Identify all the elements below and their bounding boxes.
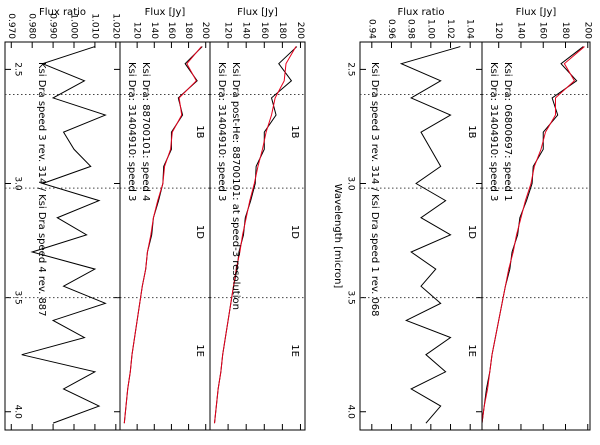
legend-entry: Ksi Dra: 88700101: speed 4	[140, 62, 151, 201]
y-tick-label: 0.970	[6, 13, 16, 39]
y-axis-label: Flux ratio	[39, 7, 86, 18]
legend-entry: Ksi Dra post-He: 88700101: at speed-3 re…	[230, 62, 241, 310]
band-label: 1E	[194, 344, 205, 357]
y-tick-label: 120	[132, 22, 142, 39]
band-label: 1D	[466, 225, 477, 239]
band-label: 1E	[466, 344, 477, 357]
x-tick-label: 4.0	[13, 405, 23, 420]
legend-entry: Ksi Dra: 31404910: speed 3	[126, 62, 137, 201]
y-tick-label: 180	[183, 22, 193, 39]
y-tick-label: 1.010	[89, 13, 99, 39]
y-tick-label: 1.04	[465, 19, 475, 39]
y-tick-label: 0.990	[48, 13, 58, 39]
band-label: 1B	[194, 125, 205, 138]
y-tick-label: 0.980	[27, 13, 37, 39]
band-label: 1B	[466, 125, 477, 138]
y-tick-label: 160	[259, 22, 269, 39]
y-tick-label: 200	[200, 22, 210, 39]
y-tick-label: 140	[515, 22, 525, 39]
y-tick-label: 200	[582, 22, 592, 39]
legend-entry: Ksi Dra: 31404910: speed 3	[488, 62, 499, 201]
band-label: 1D	[289, 225, 300, 239]
y-tick-label: 200	[295, 22, 305, 39]
y-tick-label: 1.00	[425, 19, 435, 39]
y-tick-label: 0.94	[366, 19, 376, 39]
y-tick-label: 0.98	[406, 19, 416, 39]
y-axis-label: Flux [Jy]	[145, 7, 186, 18]
x-tick-label: 2.5	[13, 62, 23, 76]
band-label: 1B	[289, 125, 300, 138]
band-label: 1E	[289, 344, 300, 357]
y-axis-label: Flux [Jy]	[516, 7, 557, 18]
x-axis-label: Wavelength [micron]	[332, 184, 343, 289]
y-tick-label: 1.020	[110, 13, 120, 39]
spectrum-line	[214, 46, 297, 424]
y-axis-label: Flux [Jy]	[237, 7, 278, 18]
x-tick-label: 3.0	[13, 176, 23, 191]
y-tick-label: 160	[166, 22, 176, 39]
spectrum-line	[21, 46, 107, 424]
y-tick-label: 120	[223, 22, 233, 39]
y-tick-label: 180	[277, 22, 287, 39]
band-label: 1D	[194, 225, 205, 239]
annotation: Ksi Dra speed 3 rev. 314 / Ksi Dra speed…	[36, 62, 47, 317]
spectrum-line	[123, 46, 202, 424]
x-tick-label: 2.5	[346, 62, 356, 76]
y-tick-label: 1.02	[445, 19, 455, 39]
x-tick-label: 3.5	[346, 290, 356, 304]
y-tick-label: 140	[149, 22, 159, 39]
y-tick-label: 0.96	[386, 19, 396, 39]
y-tick-label: 160	[538, 22, 548, 39]
spectrum-line	[481, 46, 585, 424]
legend-entry: Ksi Dra: 06800697: speed 1	[502, 62, 513, 201]
panel-frame	[4, 41, 121, 431]
y-axis-label: Flux ratio	[397, 7, 444, 18]
y-tick-label: 1.000	[69, 13, 79, 39]
legend-entry: Ksi Dra: 31404910: speed 3	[216, 62, 227, 201]
y-tick-label: 140	[241, 22, 251, 39]
y-tick-label: 120	[493, 22, 503, 39]
annotation: Ksi Dra speed 3 rev. 314 / Ksi Dra speed…	[369, 62, 380, 317]
y-tick-label: 180	[560, 22, 570, 39]
x-tick-label: 3.0	[346, 176, 356, 191]
panel-frame	[359, 41, 483, 431]
x-tick-label: 4.0	[346, 405, 356, 420]
spectrum-line	[399, 46, 461, 424]
